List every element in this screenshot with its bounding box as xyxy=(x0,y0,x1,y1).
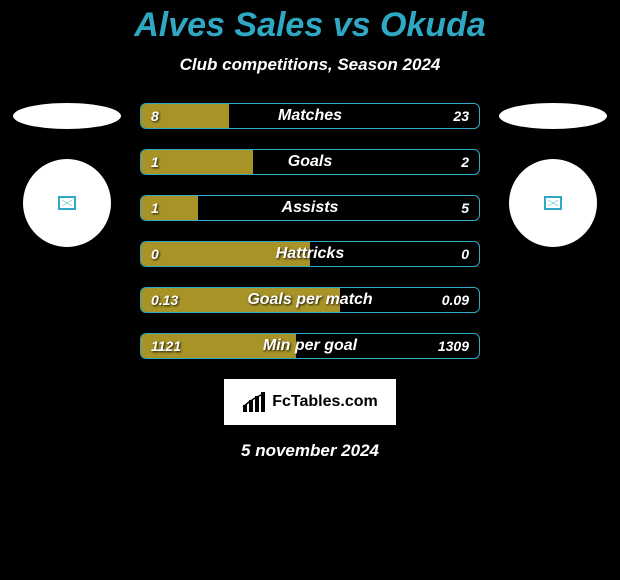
stat-bar: 1Assists5 xyxy=(140,195,480,221)
page-title: Alves Sales vs Okuda xyxy=(0,0,620,45)
stat-value-right: 23 xyxy=(453,104,469,128)
stat-bars: 8Matches23 1Goals2 1Assists5 0Hattricks0 0.1… xyxy=(140,103,480,359)
player-right-name-placeholder xyxy=(499,103,607,129)
player-right-column xyxy=(498,103,608,247)
stat-bar: 1121Min per goal1309 xyxy=(140,333,480,359)
stat-label: Hattricks xyxy=(141,242,479,266)
stat-label: Goals per match xyxy=(141,288,479,312)
brand-text: FcTables.com xyxy=(272,393,378,411)
stat-label: Assists xyxy=(141,196,479,220)
stat-bar: 0Hattricks0 xyxy=(140,241,480,267)
stat-value-right: 2 xyxy=(461,150,469,174)
comparison-panel: 8Matches23 1Goals2 1Assists5 0Hattricks0 0.1… xyxy=(0,103,620,359)
stat-bar: 0.13Goals per match0.09 xyxy=(140,287,480,313)
brand-badge: FcTables.com xyxy=(224,379,396,425)
stat-value-right: 1309 xyxy=(438,334,469,358)
player-left-name-placeholder xyxy=(13,103,121,129)
stat-value-right: 5 xyxy=(461,196,469,220)
stat-bar: 1Goals2 xyxy=(140,149,480,175)
stat-value-right: 0 xyxy=(461,242,469,266)
stat-label: Matches xyxy=(141,104,479,128)
stat-bar: 8Matches23 xyxy=(140,103,480,129)
image-placeholder-icon xyxy=(544,196,562,210)
brand-bars-icon xyxy=(242,391,268,413)
player-right-avatar xyxy=(509,159,597,247)
stat-value-right: 0.09 xyxy=(442,288,469,312)
player-left-avatar xyxy=(23,159,111,247)
stat-label: Min per goal xyxy=(141,334,479,358)
date-label: 5 november 2024 xyxy=(0,441,620,461)
image-placeholder-icon xyxy=(58,196,76,210)
player-left-column xyxy=(12,103,122,247)
stat-label: Goals xyxy=(141,150,479,174)
subtitle: Club competitions, Season 2024 xyxy=(0,55,620,75)
